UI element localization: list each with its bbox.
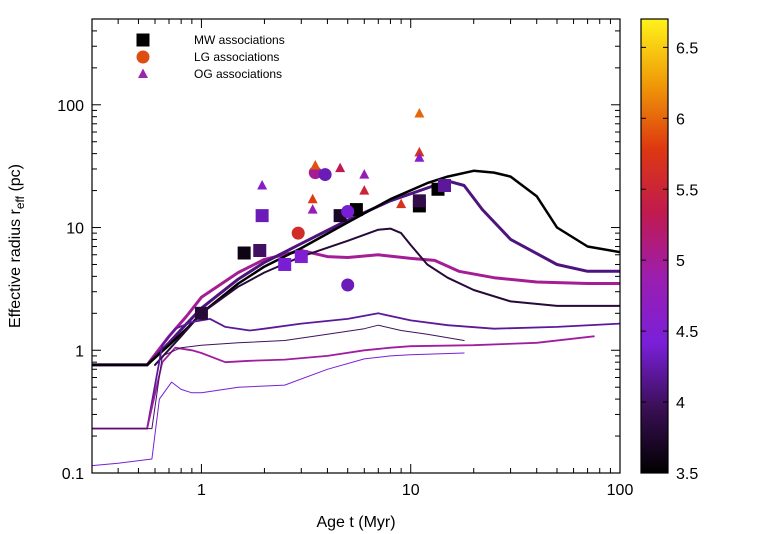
data-point-square	[294, 250, 308, 264]
data-point-triangle	[307, 193, 318, 204]
y-tick-label: 1	[75, 343, 84, 360]
legend-marker-square	[136, 33, 150, 47]
legend-marker-triangle	[138, 68, 148, 78]
series-line-8	[92, 352, 465, 467]
colorbar-frame	[640, 18, 669, 474]
x-tick-label: 10	[402, 482, 420, 499]
data-point-square	[253, 243, 267, 257]
data-point-triangle	[359, 169, 370, 179]
colorbar-tick-label: 6.5	[676, 40, 698, 57]
data-point-square	[255, 209, 269, 223]
legend: MW associations LG associations OG associa…	[136, 33, 285, 81]
series-line-1	[92, 249, 620, 367]
data-point-square	[194, 306, 208, 320]
legend-label: MW associations	[194, 33, 285, 47]
colorbar-tick-label: 5	[676, 253, 685, 270]
colorbar	[641, 19, 668, 473]
data-point-circle	[341, 205, 355, 219]
y-axis-label: Effective radius reff (pc)	[7, 164, 27, 328]
legend-label: LG associations	[194, 50, 279, 64]
data-point-circle	[291, 226, 305, 240]
y-axis-label-main: Effective radius r	[7, 208, 24, 328]
y-axis-label-unit: (pc)	[7, 164, 24, 196]
series-lines	[92, 169, 620, 467]
data-point-triangle	[414, 146, 425, 157]
data-point-triangle	[310, 160, 321, 170]
series-line-7	[92, 324, 465, 430]
series-line-4	[154, 227, 620, 366]
colorbar-tick-label: 4	[676, 395, 685, 412]
data-point-circle	[341, 278, 355, 292]
data-point-square	[437, 178, 451, 192]
x-tick-label: 1	[197, 482, 206, 499]
axis-ticks: 1 10 100 0.1 1 10 100	[57, 18, 634, 499]
colorbar-tick-label: 3.5	[676, 466, 698, 483]
data-point-square	[237, 246, 251, 260]
data-point-circle	[318, 168, 332, 182]
colorbar-tick-label: 4.5	[676, 324, 698, 341]
data-point-square	[412, 194, 426, 208]
data-point-square	[278, 257, 292, 271]
x-tick-label: 100	[607, 482, 634, 499]
y-tick-label: 100	[57, 98, 84, 115]
data-point-triangle	[414, 152, 425, 162]
colorbar-tick-label: 6	[676, 111, 685, 128]
series-line-6	[92, 335, 595, 430]
data-point-triangle	[335, 162, 346, 173]
data-points	[194, 107, 451, 320]
data-point-triangle	[414, 107, 425, 118]
data-point-triangle	[307, 204, 318, 214]
colorbar-ticks: 3.5 4 4.5 5 5.5 6 6.5	[641, 40, 698, 483]
y-tick-label: 0.1	[62, 466, 84, 483]
data-point-triangle	[396, 198, 407, 209]
data-point-triangle	[257, 179, 268, 190]
y-axis-label-subscript: eff	[13, 195, 27, 209]
x-axis-label: Age t (Myr)	[316, 514, 395, 531]
legend-marker-circle	[136, 50, 150, 64]
legend-label: OG associations	[194, 67, 282, 81]
colorbar-tick-label: 5.5	[676, 182, 698, 199]
y-tick-label: 10	[66, 221, 84, 238]
series-line-5	[92, 312, 620, 430]
data-point-triangle	[359, 185, 370, 195]
plot-frame	[91, 18, 621, 474]
